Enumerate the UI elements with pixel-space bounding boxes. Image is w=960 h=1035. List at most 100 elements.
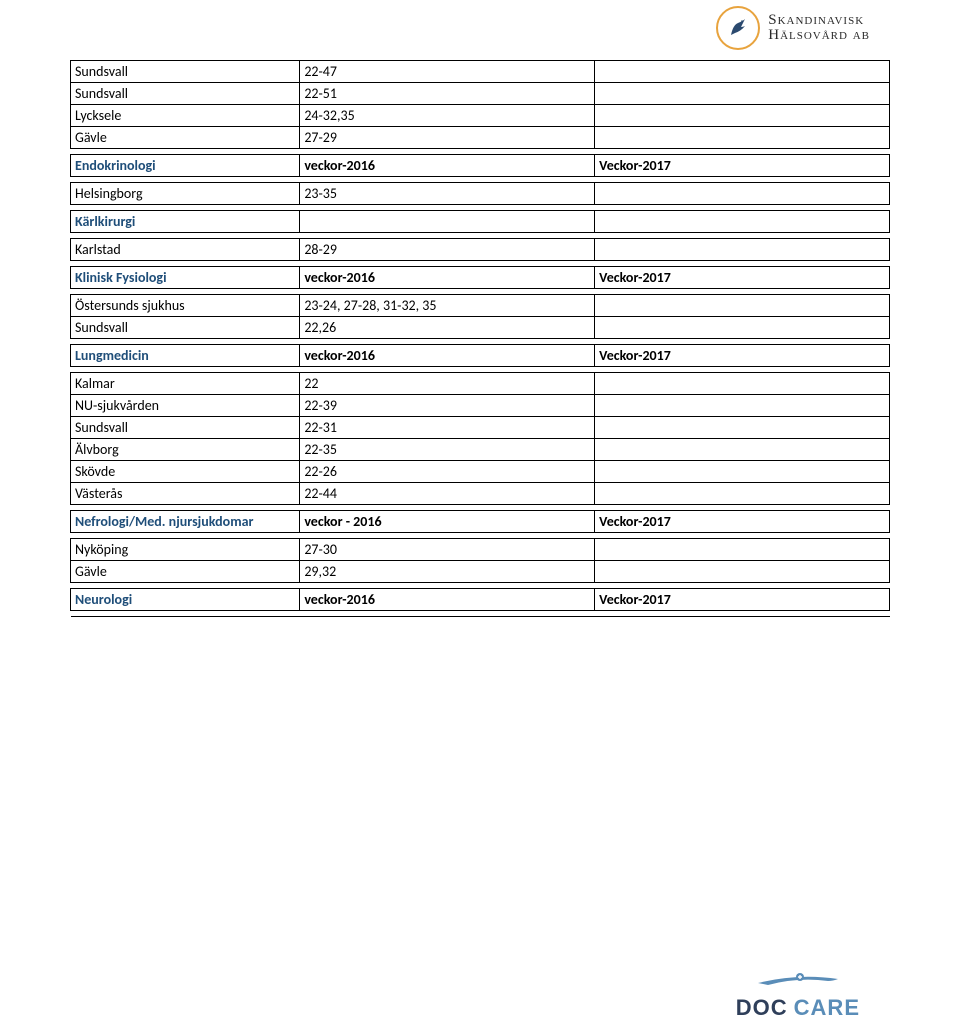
location-cell: Gävle <box>71 561 300 583</box>
weeks-cell: 22-35 <box>300 439 595 461</box>
weeks-next-cell <box>595 83 890 105</box>
weeks-cell: 29,32 <box>300 561 595 583</box>
section-col-3: Veckor-2017 <box>595 511 890 533</box>
weeks-next-cell <box>595 395 890 417</box>
location-cell: Lycksele <box>71 105 300 127</box>
table-row: Lycksele24-32,35 <box>71 105 890 127</box>
weeks-next-cell <box>595 439 890 461</box>
weeks-next-cell <box>595 127 890 149</box>
section-col-2: veckor-2016 <box>300 155 595 177</box>
table-row: Älvborg22-35 <box>71 439 890 461</box>
weeks-next-cell <box>595 61 890 83</box>
weeks-cell: 28-29 <box>300 239 595 261</box>
location-cell: Gävle <box>71 127 300 149</box>
table-row: NU-sjukvården22-39 <box>71 395 890 417</box>
table-row: Karlstad28-29 <box>71 239 890 261</box>
weeks-cell: 22-31 <box>300 417 595 439</box>
table-row: Sundsvall22,26 <box>71 317 890 339</box>
spacer-cell <box>595 611 890 617</box>
section-col-3: Veckor-2017 <box>595 345 890 367</box>
weeks-next-cell <box>595 373 890 395</box>
footer-brand-part-2: CARE <box>794 995 860 1021</box>
section-col-3: Veckor-2017 <box>595 267 890 289</box>
bird-logo-icon <box>716 6 760 50</box>
table-row: Skövde22-26 <box>71 461 890 483</box>
section-header-row: Lungmedicinveckor-2016Veckor-2017 <box>71 345 890 367</box>
location-cell: Helsingborg <box>71 183 300 205</box>
location-cell: Östersunds sjukhus <box>71 295 300 317</box>
location-cell: Sundsvall <box>71 83 300 105</box>
table-row: Sundsvall22-31 <box>71 417 890 439</box>
table-row: Helsingborg23-35 <box>71 183 890 205</box>
table-row: Västerås22-44 <box>71 483 890 505</box>
location-cell: Sundsvall <box>71 317 300 339</box>
table-row: Kalmar22 <box>71 373 890 395</box>
section-header-row: Endokrinologiveckor-2016Veckor-2017 <box>71 155 890 177</box>
table-row: Sundsvall22-47 <box>71 61 890 83</box>
section-header-row: Nefrologi/Med. njursjukdomarveckor - 201… <box>71 511 890 533</box>
location-cell: Nyköping <box>71 539 300 561</box>
footer-logo: DOC CARE <box>736 971 860 1021</box>
location-cell: Kalmar <box>71 373 300 395</box>
table-row: Gävle29,32 <box>71 561 890 583</box>
section-title: Klinisk Fysiologi <box>71 267 300 289</box>
table-row: Nyköping27-30 <box>71 539 890 561</box>
weeks-next-cell <box>595 417 890 439</box>
weeks-next-cell <box>595 461 890 483</box>
location-cell: Karlstad <box>71 239 300 261</box>
section-title: Endokrinologi <box>71 155 300 177</box>
weeks-cell: 22-39 <box>300 395 595 417</box>
location-cell: Västerås <box>71 483 300 505</box>
section-col-2: veckor-2016 <box>300 267 595 289</box>
weeks-cell: 22 <box>300 373 595 395</box>
weeks-cell: 23-24, 27-28, 31-32, 35 <box>300 295 595 317</box>
section-col-3: Veckor-2017 <box>595 589 890 611</box>
location-cell: Skövde <box>71 461 300 483</box>
location-cell: Älvborg <box>71 439 300 461</box>
logo-line-2: Hälsovård ab <box>768 28 870 43</box>
section-col-2: veckor-2016 <box>300 589 595 611</box>
weeks-cell: 27-29 <box>300 127 595 149</box>
weeks-cell: 27-30 <box>300 539 595 561</box>
section-title: Nefrologi/Med. njursjukdomar <box>71 511 300 533</box>
spacer-cell <box>71 611 300 617</box>
section-header-row: Klinisk Fysiologiveckor-2016Veckor-2017 <box>71 267 890 289</box>
logo-text: Skandinavisk Hälsovård ab <box>768 13 870 43</box>
location-cell: Sundsvall <box>71 417 300 439</box>
weeks-next-cell <box>595 539 890 561</box>
location-cell: NU-sjukvården <box>71 395 300 417</box>
logo-line-1: Skandinavisk <box>768 13 870 28</box>
section-title: Neurologi <box>71 589 300 611</box>
header-logo: Skandinavisk Hälsovård ab <box>716 6 870 50</box>
weeks-cell: 22,26 <box>300 317 595 339</box>
table-row: Sundsvall22-51 <box>71 83 890 105</box>
weeks-cell: 22-44 <box>300 483 595 505</box>
weeks-next-cell <box>595 483 890 505</box>
section-col-3 <box>595 211 890 233</box>
weeks-cell: 24-32,35 <box>300 105 595 127</box>
footer-brand-part-1: DOC <box>736 995 788 1021</box>
spacer-cell <box>300 611 595 617</box>
weeks-cell: 22-47 <box>300 61 595 83</box>
weeks-next-cell <box>595 239 890 261</box>
location-cell: Sundsvall <box>71 61 300 83</box>
weeks-next-cell <box>595 561 890 583</box>
schedule-table: Sundsvall22-47Sundsvall22-51Lycksele24-3… <box>70 60 890 617</box>
section-header-row: Neurologiveckor-2016Veckor-2017 <box>71 589 890 611</box>
table-row: Gävle27-29 <box>71 127 890 149</box>
weeks-next-cell <box>595 105 890 127</box>
table-row: Östersunds sjukhus23-24, 27-28, 31-32, 3… <box>71 295 890 317</box>
spacer-row <box>71 611 890 617</box>
weeks-cell: 22-51 <box>300 83 595 105</box>
section-col-2: veckor-2016 <box>300 345 595 367</box>
weeks-cell: 23-35 <box>300 183 595 205</box>
weeks-next-cell <box>595 183 890 205</box>
weeks-next-cell <box>595 317 890 339</box>
section-title: Lungmedicin <box>71 345 300 367</box>
weeks-next-cell <box>595 295 890 317</box>
section-col-3: Veckor-2017 <box>595 155 890 177</box>
section-col-2 <box>300 211 595 233</box>
section-title: Kärlkirurgi <box>71 211 300 233</box>
section-header-row: Kärlkirurgi <box>71 211 890 233</box>
weeks-cell: 22-26 <box>300 461 595 483</box>
